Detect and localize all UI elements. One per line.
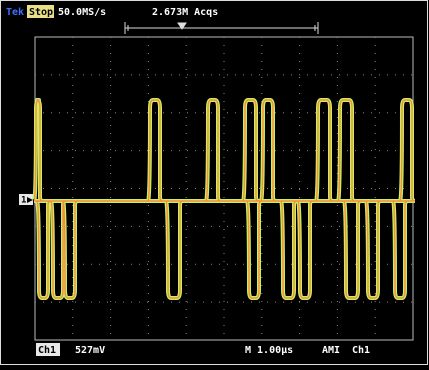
channel: Ch1 [38,345,56,356]
channel-marker: 1 [21,196,26,206]
brand: Tek [6,7,24,18]
trigger-mode: AMI [322,345,340,356]
oscilloscope-screen: Tek Stop 50.0MS/s 2.673M Acqs 1 Ch1 527m… [0,0,429,366]
sample-rate: 50.0MS/s [58,7,106,18]
acquisitions: 2.673M Acqs [152,7,218,18]
background [0,0,429,366]
status: Stop [29,7,53,18]
vertical-scale: 527mV [75,345,105,356]
trigger-source: Ch1 [352,345,370,356]
timebase: M 1.00µs [245,345,293,356]
